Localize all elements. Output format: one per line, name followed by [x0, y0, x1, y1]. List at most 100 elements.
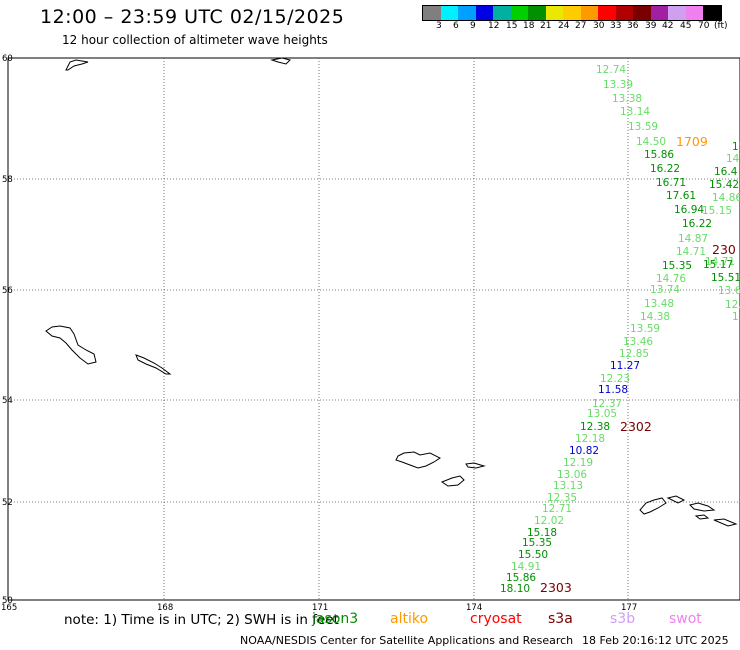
island-central-1 [395, 451, 441, 469]
pass-time: 2302 [620, 419, 652, 434]
legend-label: 36 [627, 21, 639, 31]
island-central-2 [465, 462, 486, 469]
island-east-1 [639, 497, 667, 515]
lat-label: 58 [2, 175, 13, 185]
wave-height-value: 14.87 [678, 233, 708, 245]
legend-swatch [580, 6, 598, 20]
wave-height-value: 13.06 [557, 469, 587, 481]
lat-label: 52 [2, 498, 13, 508]
map-title: 12:00 – 23:59 UTC 02/15/2025 [40, 6, 345, 28]
lon-label: 171 [312, 603, 328, 613]
wave-height-value: 13.14 [620, 106, 650, 118]
wave-height-value: 12.74 [596, 64, 626, 76]
color-scale-labels: 3 6 9 12 15 18 21 24 27 30 33 36 39 42 45 70 (ft) [422, 21, 740, 33]
legend-label: 24 [558, 21, 570, 31]
legend-label: 30 [593, 21, 605, 31]
wave-height-value: 10.82 [569, 445, 599, 457]
legend-label: 45 [680, 21, 692, 31]
legend-label: 70 [698, 21, 710, 31]
wave-height-value: 12.37 [592, 398, 622, 410]
legend-label: 21 [540, 21, 552, 31]
wave-height-value: 15.17 [703, 259, 733, 271]
wave-height-value: 14.71 [676, 246, 706, 258]
satellite-key-altiko: altiko [390, 611, 429, 627]
legend-label: 3 [436, 21, 442, 31]
axis-labels: 60 58 56 54 52 50 165 168 171 174 177 [1, 54, 637, 613]
wave-height-value: 16.22 [650, 163, 680, 175]
wave-height-value: 12.02 [534, 515, 564, 527]
pass-time: 1709 [676, 134, 708, 149]
wave-height-value: 15.42 [709, 179, 739, 191]
wave-height-value: 13.48 [644, 298, 674, 310]
lat-label: 54 [2, 396, 13, 406]
wave-height-value: 15 [732, 141, 740, 153]
lon-label: 174 [466, 603, 482, 613]
island-east-2 [666, 495, 686, 504]
lat-label: 50 [2, 596, 13, 606]
wave-height-value: 15.86 [506, 572, 536, 584]
legend-swatch [493, 6, 511, 20]
wave-height-value: 16.94 [674, 204, 704, 216]
wave-height-value: 15.35 [522, 537, 552, 549]
legend-label: 42 [662, 21, 674, 31]
legend-swatch [615, 6, 633, 20]
legend-swatch [510, 6, 528, 20]
wave-height-value: 12.85 [619, 348, 649, 360]
wave-height-value: 14.38 [640, 311, 670, 323]
wave-height-value: 1 [732, 311, 739, 323]
legend-swatch [563, 6, 581, 20]
legend-swatch [528, 6, 546, 20]
legend-swatch [475, 6, 493, 20]
wave-height-value: 13.59 [628, 121, 658, 133]
wave-height-value: 16.4 [714, 166, 738, 178]
wave-height-value: 14.91 [511, 561, 541, 573]
satellite-key-jason3: jason3 [312, 611, 359, 627]
wave-height-value: 13.74 [650, 284, 680, 296]
wave-height-value: 13.05 [587, 408, 617, 420]
wave-height-value: 14. [726, 153, 740, 165]
wave-height-value: 13.38 [612, 93, 642, 105]
satellite-key-swot: swot [669, 611, 702, 627]
wave-height-value: 13.39 [603, 79, 633, 91]
wave-height-value: 15.51 [711, 272, 740, 284]
legend-label: 6 [453, 21, 459, 31]
legend-swatch [633, 6, 651, 20]
generation-timestamp: 18 Feb 20:16:12 UTC 2025 [582, 634, 729, 647]
satellite-key-s3b: s3b [610, 611, 636, 627]
wave-height-value: 13.59 [630, 323, 660, 335]
pass-time-labels: 1709 230 2302 2303 [540, 134, 736, 595]
legend-label: 39 [645, 21, 657, 31]
island-attu-kiska-west [45, 325, 97, 365]
satellite-key-s3a: s3a [548, 611, 573, 627]
coast-north-2 [270, 57, 291, 65]
footnote: note: 1) Time is in UTC; 2) SWH is in fe… [64, 612, 339, 628]
wave-height-value: 14.71 [705, 256, 735, 268]
legend-swatch [650, 6, 668, 20]
wave-height-value: 15.18 [527, 527, 557, 539]
coastlines [45, 57, 738, 527]
legend-swatch [703, 6, 721, 20]
satellite-key-cryosat: cryosat [470, 611, 522, 627]
island-east-3 [689, 502, 716, 512]
wave-height-value: 13.13 [553, 480, 583, 492]
wave-height-value: 11.27 [610, 360, 640, 372]
legend-label: 12 [488, 21, 500, 31]
credit-text: NOAA/NESDIS Center for Satellite Applica… [240, 634, 574, 647]
legend-label: (ft) [714, 21, 728, 31]
wave-height-readings: 12.7413.3913.3813.1413.5914.5015.8616.22… [500, 64, 740, 595]
legend-swatch [668, 6, 686, 20]
legend-label: 33 [610, 21, 622, 31]
coast-north-1 [65, 59, 89, 71]
pass-time: 2303 [540, 580, 572, 595]
wave-height-value: 14.86 [712, 192, 740, 204]
island-central-3 [440, 475, 465, 487]
wave-height-value: 11.58 [598, 384, 628, 396]
wave-height-value: 12.23 [600, 373, 630, 385]
wave-height-value: 16.22 [682, 218, 712, 230]
wave-height-value: 16.71 [656, 177, 686, 189]
legend-label: 15 [506, 21, 518, 31]
lat-label: 56 [2, 286, 13, 296]
legend-swatch [458, 6, 476, 20]
map-frame [7, 57, 740, 601]
wave-height-value: 17.61 [666, 190, 696, 202]
